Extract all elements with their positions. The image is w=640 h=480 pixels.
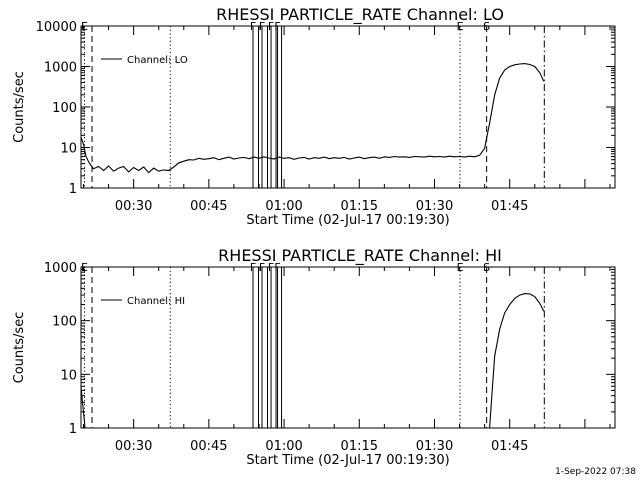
y-tick-label: 1 xyxy=(69,422,77,437)
x-tick-label: 01:30 xyxy=(416,439,453,454)
y-tick-label: 10 xyxy=(60,368,77,383)
x-tick-label: 01:00 xyxy=(265,199,302,214)
chart-panel-1: RHESSI PARTICLE_RATE Channel: HI 1 10 100 10… xyxy=(12,246,616,468)
y-axis-label: Counts/sec xyxy=(12,312,27,384)
x-tick-label: 01:45 xyxy=(491,439,528,454)
series-line-0 xyxy=(80,63,545,174)
series-line-1 xyxy=(489,293,545,429)
event-marker-label: F xyxy=(259,261,265,274)
y-tick-label: 10 xyxy=(60,142,77,157)
x-tick-label: 00:30 xyxy=(115,439,152,454)
legend-label: Channel: HI xyxy=(127,296,185,307)
y-axis-label: Counts/sec xyxy=(12,71,27,143)
y-tick-label: 1000 xyxy=(44,261,77,276)
x-tick-label: 01:45 xyxy=(491,199,528,214)
event-marker-label: F xyxy=(250,261,256,274)
x-tick-label: 01:00 xyxy=(265,439,302,454)
legend-label: Channel: LO xyxy=(127,55,188,66)
x-axis-label: Start Time (02-Jul-17 00:19:30) xyxy=(246,453,449,468)
chart-title: RHESSI PARTICLE_RATE Channel: LO xyxy=(216,5,504,25)
x-tick-label: 00:45 xyxy=(190,199,227,214)
chart-title: RHESSI PARTICLE_RATE Channel: HI xyxy=(218,246,502,266)
x-tick-label: 01:30 xyxy=(416,199,453,214)
x-tick-label: 00:45 xyxy=(190,439,227,454)
event-marker-label: E xyxy=(457,20,464,33)
event-marker-label: E xyxy=(81,261,88,274)
event-marker-label: F xyxy=(268,261,274,274)
event-marker-label: F xyxy=(274,261,280,274)
plot-frame xyxy=(80,266,616,429)
event-marker-label: S xyxy=(483,20,490,33)
event-marker-label: F xyxy=(268,20,274,33)
event-marker-label: S xyxy=(483,261,490,274)
event-marker-label: F xyxy=(274,20,280,33)
x-tick-label: 01:15 xyxy=(341,439,378,454)
event-marker-label: E xyxy=(457,261,464,274)
series-line-0 xyxy=(80,386,86,429)
event-marker-label: F xyxy=(259,20,265,33)
x-tick-label: 00:30 xyxy=(115,199,152,214)
chart-panel-0: RHESSI PARTICLE_RATE Channel: LO 1 10 100 10… xyxy=(12,5,616,228)
x-tick-label: 01:15 xyxy=(341,199,378,214)
y-tick-label: 1000 xyxy=(44,61,77,76)
event-marker-label: F xyxy=(250,20,256,33)
plot-frame xyxy=(80,25,616,189)
y-tick-label: 100 xyxy=(52,101,77,116)
x-axis-label: Start Time (02-Jul-17 00:19:30) xyxy=(246,213,449,228)
y-tick-label: 100 xyxy=(52,315,77,330)
y-tick-label: 1 xyxy=(69,182,77,197)
footer-timestamp: 1-Sep-2022 07:38 xyxy=(555,467,636,477)
event-marker-label: E xyxy=(81,20,88,33)
y-tick-label: 10000 xyxy=(36,20,77,35)
